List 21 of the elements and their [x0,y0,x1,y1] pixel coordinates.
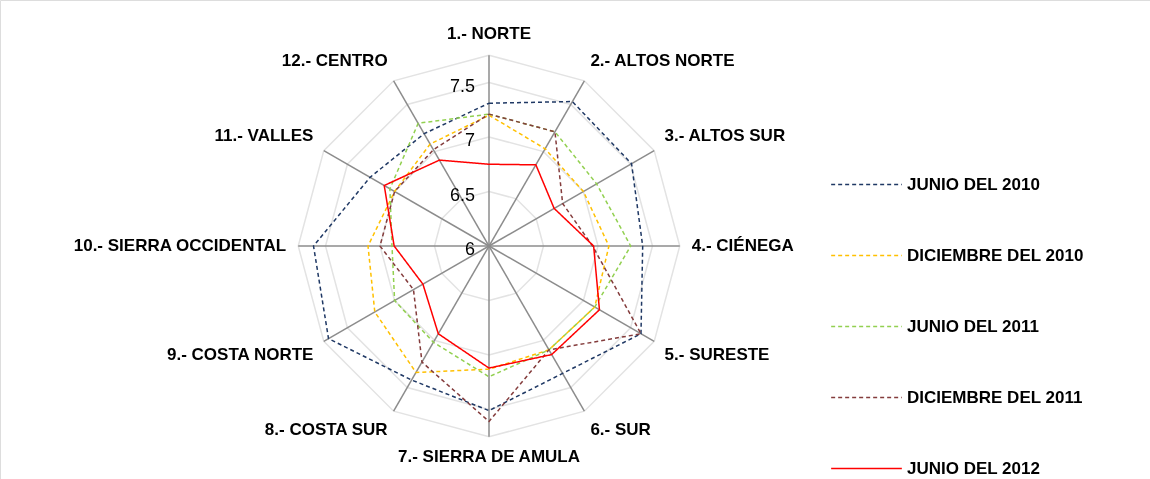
y-tick-label: 7.5 [449,75,475,96]
spoke-label: 5.- SURESTE [664,345,770,365]
spoke-label: 6.- SUR [590,419,651,439]
legend-label: JUNIO DEL 2010 [907,174,1040,194]
y-tick-label: 6.5 [449,184,475,205]
spoke-label: 4.- CIÉNEGA [691,236,794,255]
spoke-label: 7.- SIERRA DE AMULA [398,446,580,466]
legend-label: JUNIO DEL 2012 [907,458,1040,478]
spoke-label: 10.- SIERRA OCCIDENTAL [73,236,287,255]
spoke-label: 9.- COSTA NORTE [167,345,314,365]
spoke-label: 12.- CENTRO [281,51,388,71]
spoke-label: 8.- COSTA SUR [264,419,388,439]
spoke-label: 2.- ALTOS NORTE [590,51,735,71]
spoke-label: 3.- ALTOS SUR [664,125,786,145]
y-tick-label: 7 [464,130,475,150]
legend-label: DICIEMBRE DEL 2011 [907,387,1083,407]
spoke-label: 1.- NORTE [446,24,532,44]
legend-label: DICIEMBRE DEL 2010 [907,245,1084,265]
y-tick-label: 6 [464,239,475,259]
legend-label: JUNIO DEL 2011 [907,316,1039,336]
spoke-label: 11.- VALLES [214,125,314,145]
